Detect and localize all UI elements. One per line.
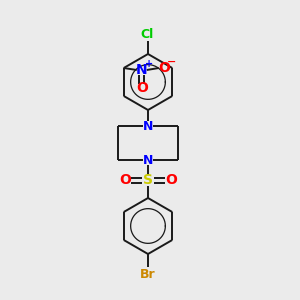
Text: −: − [167,57,176,67]
Text: Cl: Cl [140,28,154,40]
Text: N: N [136,63,148,77]
Text: +: + [145,59,153,69]
Text: S: S [143,173,153,187]
Text: O: O [165,173,177,187]
Text: N: N [143,154,153,166]
Text: N: N [143,119,153,133]
Text: O: O [136,81,148,95]
Text: O: O [158,61,170,75]
Text: O: O [119,173,131,187]
Text: Br: Br [140,268,156,281]
